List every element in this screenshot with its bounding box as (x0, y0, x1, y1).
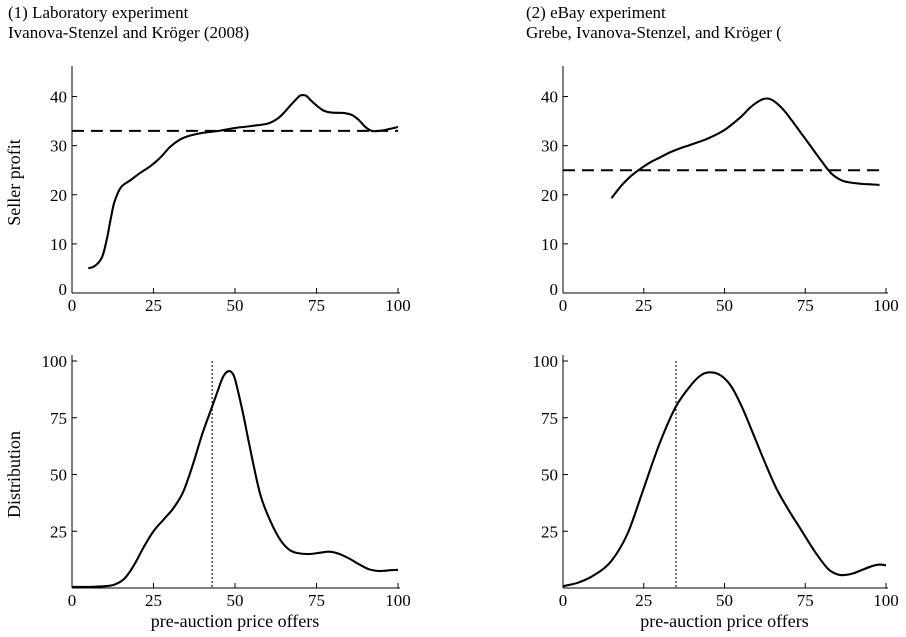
y-tick-label: 20 (50, 186, 67, 205)
y-tick-label: 10 (541, 235, 558, 254)
x-tick-label: 50 (227, 296, 244, 315)
x-tick-label: 25 (145, 591, 162, 610)
panel-2-title: (2) eBay experiment (526, 3, 666, 22)
x-tick-label: 0 (68, 296, 77, 315)
panel-2-subtitle: Grebe, Ivanova-Stenzel, and Kröger ( (526, 23, 782, 42)
y-tick-label: 30 (50, 137, 67, 156)
y-tick-label: 20 (541, 186, 558, 205)
y-tick-label: 40 (50, 88, 67, 107)
y-tick-label: 100 (42, 352, 68, 371)
y-tick-label: 25 (50, 522, 67, 541)
y-tick-label: 0 (550, 280, 559, 299)
x-tick-label: 75 (308, 591, 325, 610)
x-tick-label: 25 (145, 296, 162, 315)
chart-ebay-distribution: 0 25 50 75 100 25 50 75 100 pre-auction price off… (533, 352, 899, 631)
y-tick-label: 100 (533, 352, 559, 371)
x-axis-title: pre-auction price offers (640, 611, 809, 631)
chart-lab-profit: 0 25 50 75 100 0 10 20 30 40 Seller profit (4, 66, 411, 315)
x-tick-label: 0 (559, 296, 568, 315)
x-axis-title: pre-auction price offers (151, 611, 320, 631)
series-line (87, 94, 399, 270)
x-tick-label: 75 (308, 296, 325, 315)
y-tick-label: 75 (50, 409, 67, 428)
chart-lab-distribution: 0 25 50 75 100 25 50 75 100 Distribution pre-aucti… (4, 352, 411, 631)
series-line (610, 97, 880, 199)
y-tick-label: 40 (541, 88, 558, 107)
x-tick-label: 0 (559, 591, 568, 610)
y-tick-label: 75 (541, 409, 558, 428)
panel-1-title: (1) Laboratory experiment (8, 3, 189, 22)
x-tick-label: 75 (797, 296, 814, 315)
x-tick-label: 100 (385, 591, 411, 610)
y-tick-label: 50 (50, 466, 67, 485)
x-tick-label: 25 (635, 296, 652, 315)
x-tick-label: 75 (797, 591, 814, 610)
x-tick-label: 25 (635, 591, 652, 610)
x-tick-label: 100 (873, 296, 899, 315)
chart-ebay-profit: 0 25 50 75 100 0 10 20 30 40 (541, 66, 899, 315)
series-line (562, 371, 887, 588)
y-axis-title: Distribution (4, 431, 24, 518)
y-tick-label: 50 (541, 466, 558, 485)
x-tick-label: 100 (873, 591, 899, 610)
series-line (71, 370, 399, 588)
y-tick-label: 25 (541, 522, 558, 541)
x-tick-label: 50 (716, 591, 733, 610)
y-tick-label: 0 (59, 280, 68, 299)
x-tick-label: 0 (68, 591, 77, 610)
y-tick-label: 30 (541, 137, 558, 156)
y-axis-title: Seller profit (4, 139, 24, 225)
x-tick-label: 50 (716, 296, 733, 315)
x-tick-label: 100 (385, 296, 411, 315)
x-tick-label: 50 (227, 591, 244, 610)
panel-1-subtitle: Ivanova-Stenzel and Kröger (2008) (8, 23, 250, 42)
y-tick-label: 10 (50, 235, 67, 254)
